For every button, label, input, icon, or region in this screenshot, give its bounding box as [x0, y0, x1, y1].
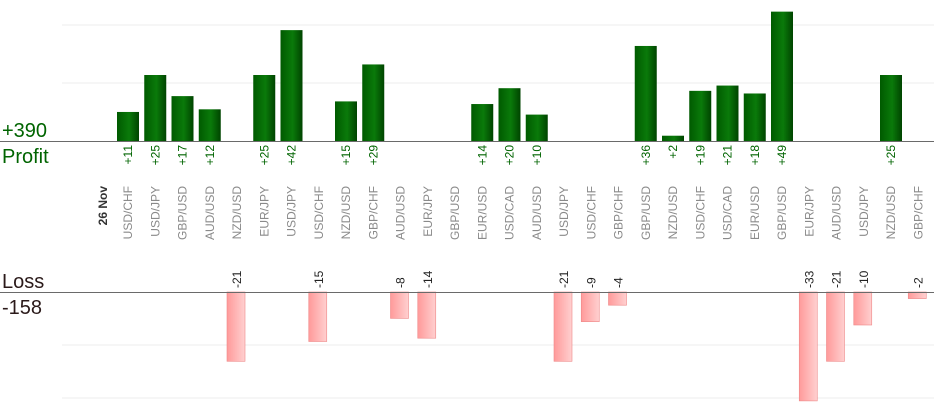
profit-value-label: +20	[503, 145, 517, 166]
profit-total: +390	[2, 120, 48, 142]
category-label: GBP/CHF	[366, 186, 380, 239]
category-label: NZD/USD	[666, 186, 680, 240]
labels: 26 Nov USD/CHF +11 USD/JPY +25 GBP/USD +17 AUD/…	[96, 145, 925, 288]
profit-label: Profit	[2, 146, 49, 168]
loss-bar	[417, 291, 437, 339]
category-label: EUR/JPY	[802, 186, 816, 237]
category-label: USD/JPY	[557, 186, 571, 237]
loss-bar	[580, 291, 600, 323]
profit-value-label: +18	[748, 145, 762, 166]
category-label: USD/CHF	[584, 186, 598, 239]
loss-bar	[553, 291, 573, 362]
category-label: USD/CAD	[503, 186, 517, 240]
category-label: AUD/USD	[394, 186, 408, 240]
category-label: EUR/USD	[475, 186, 489, 240]
loss-bar	[798, 291, 818, 402]
category-label: USD/CHF	[693, 186, 707, 239]
category-label: EUR/JPY	[421, 186, 435, 237]
profit-bar	[117, 111, 139, 141]
profit-value-label: +2	[666, 145, 680, 159]
loss-value-label: -15	[312, 270, 326, 288]
category-label: EUR/JPY	[257, 186, 271, 237]
profit-bar	[525, 114, 548, 141]
profit-value-label: +19	[693, 145, 707, 166]
date-label: 26 Nov	[96, 186, 110, 226]
profit-bar	[144, 75, 167, 141]
category-label: GBP/CHF	[911, 186, 925, 239]
loss-value-label: -21	[830, 270, 844, 288]
loss-value-label: -21	[557, 270, 571, 288]
loss-value-label: -2	[911, 277, 925, 288]
profit-bar	[171, 96, 194, 141]
bars	[117, 11, 927, 402]
profit-bar	[743, 93, 766, 141]
category-label: NZD/USD	[339, 186, 353, 240]
profit-bar	[498, 88, 521, 141]
profit-value-label: +25	[884, 145, 898, 166]
loss-label: Loss	[2, 271, 45, 293]
profit-value-label: +36	[639, 145, 653, 166]
profit-value-label: +25	[148, 145, 162, 166]
profit-value-label: +10	[530, 145, 544, 166]
loss-bar	[390, 291, 409, 319]
category-label: NZD/USD	[884, 186, 898, 240]
loss-bar	[853, 291, 873, 326]
profit-bar	[253, 75, 276, 141]
loss-bar	[226, 291, 246, 362]
loss-bar	[308, 291, 328, 342]
loss-value-label: -4	[612, 277, 626, 288]
profit-bar	[771, 11, 793, 142]
category-label: GBP/USD	[775, 186, 789, 240]
profit-bar	[362, 64, 385, 141]
profit-bar	[198, 109, 221, 141]
loss-value-label: -9	[584, 277, 598, 288]
category-label: USD/JPY	[148, 186, 162, 237]
category-label: AUD/USD	[530, 186, 544, 240]
loss-bar	[826, 291, 845, 362]
category-label: USD/JPY	[285, 186, 299, 237]
profit-bar	[880, 75, 902, 141]
profit-value-label: +29	[366, 145, 380, 166]
loss-value-label: -10	[857, 270, 871, 288]
profit-value-label: +14	[475, 145, 489, 166]
loss-value-label: -14	[421, 270, 435, 288]
category-label: EUR/USD	[748, 186, 762, 240]
profit-value-label: +11	[121, 145, 135, 165]
category-label: NZD/USD	[230, 186, 244, 240]
loss-bar	[608, 291, 627, 306]
category-label: GBP/USD	[176, 186, 190, 240]
profit-bar	[335, 101, 357, 141]
profit-bar	[280, 30, 303, 141]
category-label: GBP/USD	[639, 186, 653, 240]
profit-value-label: +17	[176, 145, 190, 166]
loss-total: -158	[2, 297, 43, 319]
profit-bar	[471, 104, 494, 141]
profit-value-label: +42	[285, 145, 299, 166]
loss-value-label: -8	[394, 277, 408, 288]
loss-value-label: -33	[802, 270, 816, 288]
category-label: USD/CHF	[121, 186, 135, 239]
profit-bar	[634, 45, 657, 141]
profit-value-label: +12	[203, 145, 217, 166]
profit-value-label: +25	[257, 145, 271, 166]
category-label: USD/CHF	[312, 186, 326, 239]
profit-value-label: +21	[721, 145, 735, 166]
profit-bar	[689, 90, 712, 141]
profit-bar	[662, 135, 684, 141]
category-label: GBP/CHF	[612, 186, 626, 239]
category-label: GBP/USD	[448, 186, 462, 240]
category-label: USD/CAD	[721, 186, 735, 240]
profit-value-label: +49	[775, 145, 789, 166]
category-label: AUD/USD	[830, 186, 844, 240]
profit-bar	[716, 85, 739, 141]
profit-value-label: +15	[339, 145, 353, 166]
loss-value-label: -21	[230, 270, 244, 288]
category-label: USD/JPY	[857, 186, 871, 237]
category-label: AUD/USD	[203, 186, 217, 240]
axes	[0, 141, 934, 293]
